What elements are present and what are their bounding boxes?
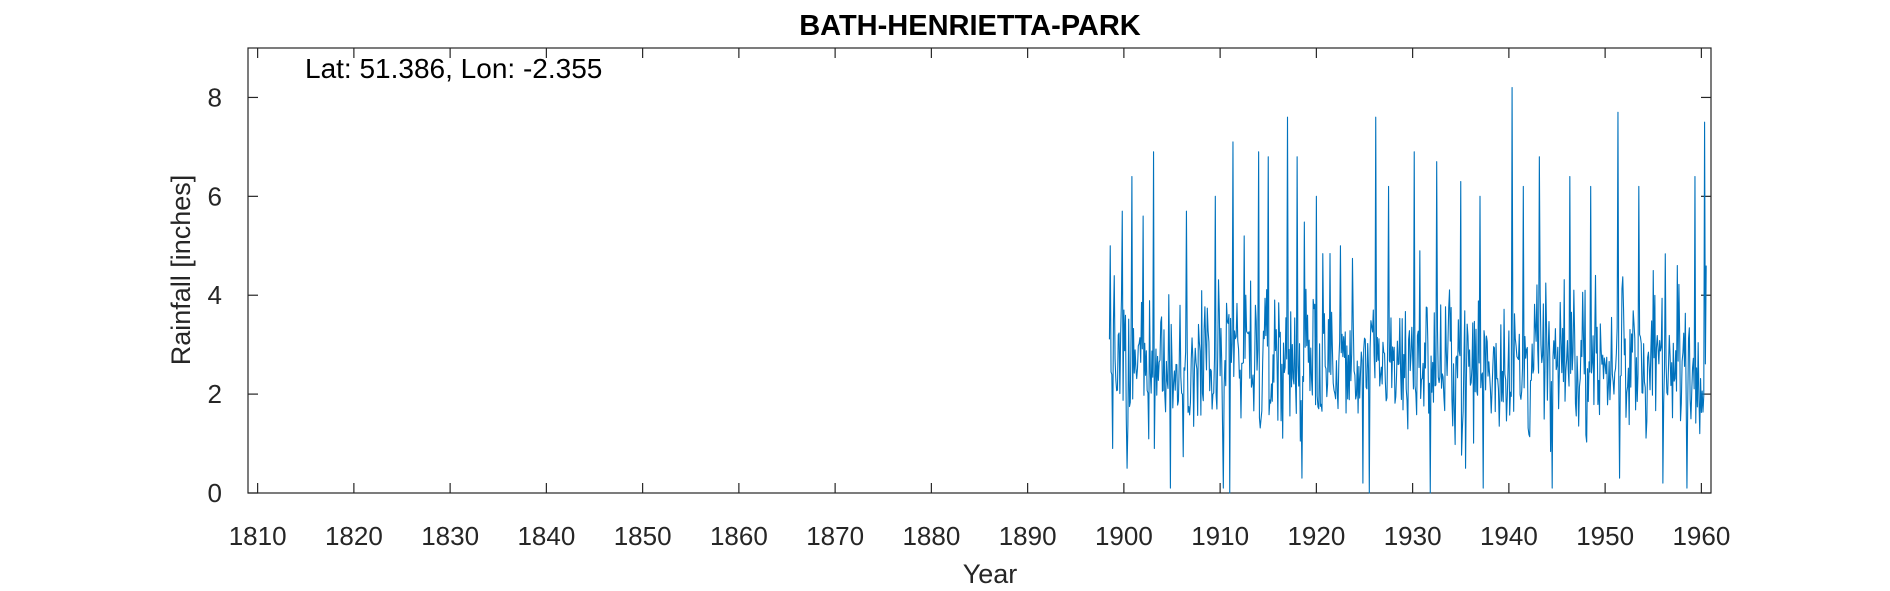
x-tick-label: 1820 (325, 521, 383, 551)
chart-title: BATH-HENRIETTA-PARK (799, 10, 1141, 42)
x-tick-label: 1870 (806, 521, 864, 551)
x-tick-label: 1850 (614, 521, 672, 551)
x-tick-label: 1810 (229, 521, 287, 551)
x-tick-label: 1900 (1095, 521, 1153, 551)
y-tick-label: 0 (208, 478, 222, 508)
y-tick-label: 4 (208, 280, 222, 310)
y-axis-label: Rainfall [inches] (166, 175, 196, 366)
series-layer (1108, 87, 1707, 494)
x-tick-label: 1940 (1480, 521, 1538, 551)
x-axis-label: Year (963, 559, 1018, 589)
x-tick-label: 1920 (1287, 521, 1345, 551)
x-tick-label: 1930 (1384, 521, 1442, 551)
series-line (1108, 87, 1707, 494)
x-tick-label: 1860 (710, 521, 768, 551)
x-tick-label: 1960 (1672, 521, 1730, 551)
plot-area (247, 47, 1712, 494)
y-tick-label: 6 (208, 181, 222, 211)
x-tick-label: 1910 (1191, 521, 1249, 551)
x-tick-label: 1880 (902, 521, 960, 551)
y-axis: 0 2 4 6 8 (208, 82, 1711, 508)
x-tick-label: 1830 (421, 521, 479, 551)
x-axis: 1810 1820 1830 1840 1850 1860 1870 1880 1890 1900… (229, 48, 1730, 551)
y-tick-label: 8 (208, 82, 222, 112)
y-tick-label: 2 (208, 379, 222, 409)
location-annotation: Lat: 51.386, Lon: -2.355 (305, 53, 602, 84)
x-tick-label: 1840 (517, 521, 575, 551)
x-tick-label: 1890 (999, 521, 1057, 551)
x-tick-label: 1950 (1576, 521, 1634, 551)
